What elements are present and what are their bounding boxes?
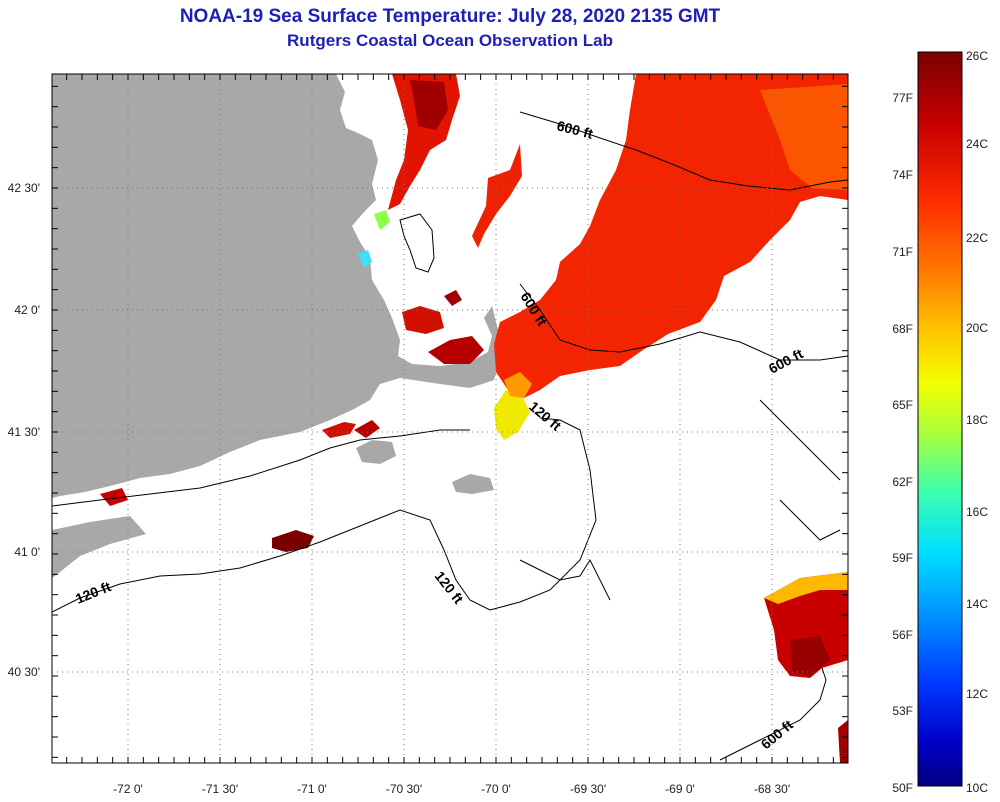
fahrenheit-label: 71F	[892, 245, 913, 259]
sst-coastal-green	[374, 210, 390, 230]
sst-cape-tip	[444, 290, 462, 306]
colorbar	[917, 51, 963, 787]
sst-south-shore-2	[354, 420, 380, 438]
sst-cape-south	[428, 336, 484, 364]
contour-bay	[399, 213, 435, 273]
fahrenheit-label: 56F	[892, 628, 913, 642]
fahrenheit-label: 50F	[892, 781, 913, 795]
celsius-label: 10C	[966, 781, 988, 795]
sst-gulf-of-maine-east	[760, 84, 848, 190]
contour-120ft-shore	[52, 429, 470, 507]
contour-georges-1	[519, 558, 611, 601]
lon-label: -69 30'	[570, 782, 606, 796]
sst-south-shore-1	[322, 422, 356, 438]
celsius-label: 22C	[966, 231, 988, 245]
celsius-label: 18C	[966, 413, 988, 427]
sst-shelf-patch	[272, 530, 314, 552]
contour-600ft	[519, 111, 848, 191]
contour-120ft	[52, 417, 597, 613]
sst-corner-patch	[838, 720, 848, 763]
fahrenheit-label: 59F	[892, 551, 913, 565]
fahrenheit-label: 74F	[892, 168, 913, 182]
lon-label: -71 30'	[202, 782, 238, 796]
contour-georges-3	[779, 499, 841, 541]
colorbar-fahrenheit-labels: 77F 74F 71F 68F 65F 62F 59F 56F 53F 50F	[892, 91, 913, 795]
fahrenheit-label: 65F	[892, 398, 913, 412]
sst-cape-inner	[402, 306, 444, 334]
sst-sound-patch	[100, 488, 128, 506]
latitude-axis: 42 30' 42 0' 41 30' 41 0' 40 30'	[8, 181, 40, 679]
sst-mass-bay	[410, 80, 448, 130]
lon-label: -72 0'	[113, 782, 143, 796]
fahrenheit-label: 77F	[892, 91, 913, 105]
celsius-label: 14C	[966, 597, 988, 611]
nantucket	[452, 474, 494, 494]
marthas-vineyard	[356, 440, 396, 464]
sst-southeast-dark	[790, 636, 830, 676]
sst-southeast-warm-edge	[764, 572, 848, 604]
celsius-label: 12C	[966, 687, 988, 701]
island-patch	[56, 180, 76, 234]
celsius-label: 16C	[966, 505, 988, 519]
sst-shoal-orange	[504, 372, 532, 398]
celsius-label: 24C	[966, 137, 988, 151]
lat-label: 42 30'	[8, 181, 40, 195]
map-subtitle: Rutgers Coastal Ocean Observation Lab	[287, 31, 613, 50]
colorbar-celsius-labels: 26C 24C 22C 20C 18C 16C 14C 12C 10C	[966, 49, 988, 795]
lon-label: -71 0'	[297, 782, 327, 796]
mainland-land	[52, 74, 500, 498]
contour-georges-2	[759, 399, 841, 481]
celsius-label: 20C	[966, 321, 988, 335]
sst-coastal-cyan	[358, 250, 372, 268]
fahrenheit-label: 62F	[892, 475, 913, 489]
lon-label: -68 30'	[754, 782, 790, 796]
celsius-label: 26C	[966, 49, 988, 63]
lat-label: 42 0'	[14, 303, 40, 317]
map-title: NOAA-19 Sea Surface Temperature: July 28…	[179, 6, 721, 27]
contour-southeast-600ft	[719, 667, 827, 761]
longitude-axis: -72 0' -71 30' -71 0' -70 30' -70 0' -69…	[113, 782, 790, 796]
fahrenheit-label: 53F	[892, 704, 913, 718]
sst-shoal-yellow	[494, 390, 530, 440]
sst-stellwagen	[472, 144, 522, 248]
lat-label: 41 0'	[14, 545, 40, 559]
contour-600ft-east	[519, 283, 848, 361]
lon-label: -70 30'	[386, 782, 422, 796]
long-island-land	[52, 516, 146, 578]
lat-label: 40 30'	[8, 665, 40, 679]
fahrenheit-label: 68F	[892, 322, 913, 336]
lat-label: 41 30'	[8, 425, 40, 439]
lon-label: -70 0'	[481, 782, 511, 796]
sst-gulf-of-maine	[494, 74, 848, 400]
lon-label: -69 0'	[665, 782, 695, 796]
